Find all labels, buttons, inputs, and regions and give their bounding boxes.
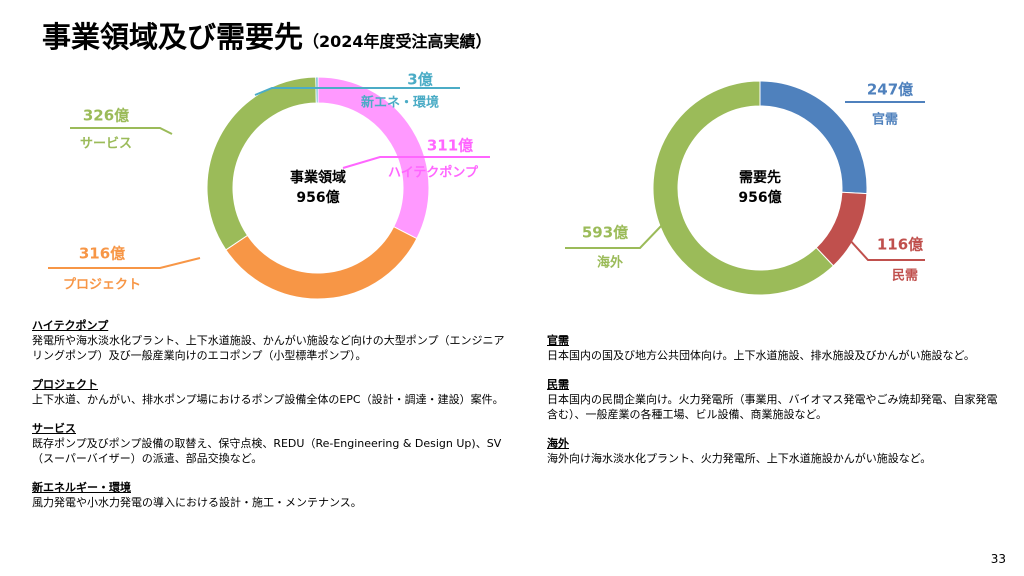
category-label: 官需 — [872, 112, 898, 128]
category-label: 民需 — [892, 269, 918, 284]
title-text: 事業領域及び需要先 — [42, 20, 304, 54]
description-heading: プロジェクト — [32, 378, 98, 391]
description: 官需日本国内の国及び地方公共団体向け。上下水道施設、排水施設及びかんがい施設など… — [547, 333, 1002, 363]
category-label: 新エネ・環境 — [361, 95, 439, 111]
description: 新エネルギー・環境風力発電や小水力発電の導入における設計・施工・メンテナンス。 — [32, 480, 510, 510]
category-label: ハイテクポンプ — [388, 165, 479, 181]
description-heading: 官需 — [547, 334, 569, 347]
donut-segment — [652, 80, 835, 296]
donut-segment — [815, 191, 868, 267]
center-label: 956億 — [738, 189, 781, 206]
category-label: 海外 — [597, 255, 623, 271]
category-label: サービス — [80, 136, 132, 152]
leader-line — [565, 223, 664, 249]
value-label: 247億 — [867, 81, 913, 99]
description-text: 日本国内の国及び地方公共団体向け。上下水道施設、排水施設及びかんがい施設など。 — [547, 349, 975, 362]
description: ハイテクポンプ発電所や海水淡水化プラント、上下水道施設、かんがい施設など向けの大… — [32, 318, 510, 363]
value-label: 593億 — [582, 224, 628, 242]
page-number: 33 — [990, 552, 1006, 566]
description-heading: 新エネルギー・環境 — [32, 481, 131, 494]
leader-line — [254, 87, 460, 96]
descriptions-right: 官需日本国内の国及び地方公共団体向け。上下水道施設、排水施設及びかんがい施設など… — [547, 333, 1002, 480]
descriptions-left: ハイテクポンプ発電所や海水淡水化プラント、上下水道施設、かんがい施設など向けの大… — [32, 318, 510, 524]
description-text: 海外向け海水淡水化プラント、火力発電所、上下水道施設かんがい施設など。 — [547, 452, 932, 465]
description: プロジェクト上下水道、かんがい、排水ポンプ場におけるポンプ設備全体のEPC（設計… — [32, 377, 510, 407]
value-label: 311億 — [427, 137, 473, 155]
description-heading: 民需 — [547, 378, 569, 391]
description-text: 発電所や海水淡水化プラント、上下水道施設、かんがい施設など向けの大型ポンプ（エン… — [32, 334, 505, 362]
description-heading: 海外 — [547, 437, 569, 450]
donut-segment — [225, 226, 418, 300]
value-label: 326億 — [83, 107, 129, 125]
description-text: 日本国内の民間企業向け。火力発電所（事業用、バイオマス発電やごみ焼却発電、自家発… — [547, 393, 998, 421]
leader-line — [847, 237, 925, 261]
leader-line — [342, 156, 490, 169]
description-text: 上下水道、かんがい、排水ポンプ場におけるポンプ設備全体のEPC（設計・調達・建設… — [32, 393, 504, 406]
description-text: 風力発電や小水力発電の導入における設計・施工・メンテナンス。 — [32, 496, 362, 509]
value-label: 316億 — [79, 245, 125, 263]
description: サービス既存ポンプ及びポンプ設備の取替え、保守点検、REDU（Re-Engine… — [32, 421, 510, 466]
leader-line — [48, 257, 201, 269]
center-label: 需要先 — [739, 169, 781, 186]
center-label: 事業領域 — [290, 169, 346, 186]
center-label: 956億 — [296, 189, 339, 206]
donut-segment — [315, 76, 319, 104]
description-text: 既存ポンプ及びポンプ設備の取替え、保守点検、REDU（Re-Engineerin… — [32, 437, 502, 465]
value-label: 116億 — [877, 236, 923, 254]
donut-segment — [206, 76, 317, 251]
value-label: 3億 — [407, 71, 432, 89]
title: 事業領域及び需要先（2024年度受注高実績） — [42, 14, 492, 56]
subtitle: （2024年度受注高実績） — [303, 32, 492, 51]
description-heading: サービス — [32, 422, 76, 435]
description-heading: ハイテクポンプ — [32, 319, 109, 332]
description: 民需日本国内の民間企業向け。火力発電所（事業用、バイオマス発電やごみ焼却発電、自… — [547, 377, 1002, 422]
category-label: プロジェクト — [63, 278, 141, 293]
leader-line — [70, 127, 173, 135]
description: 海外海外向け海水淡水化プラント、火力発電所、上下水道施設かんがい施設など。 — [547, 436, 1002, 466]
